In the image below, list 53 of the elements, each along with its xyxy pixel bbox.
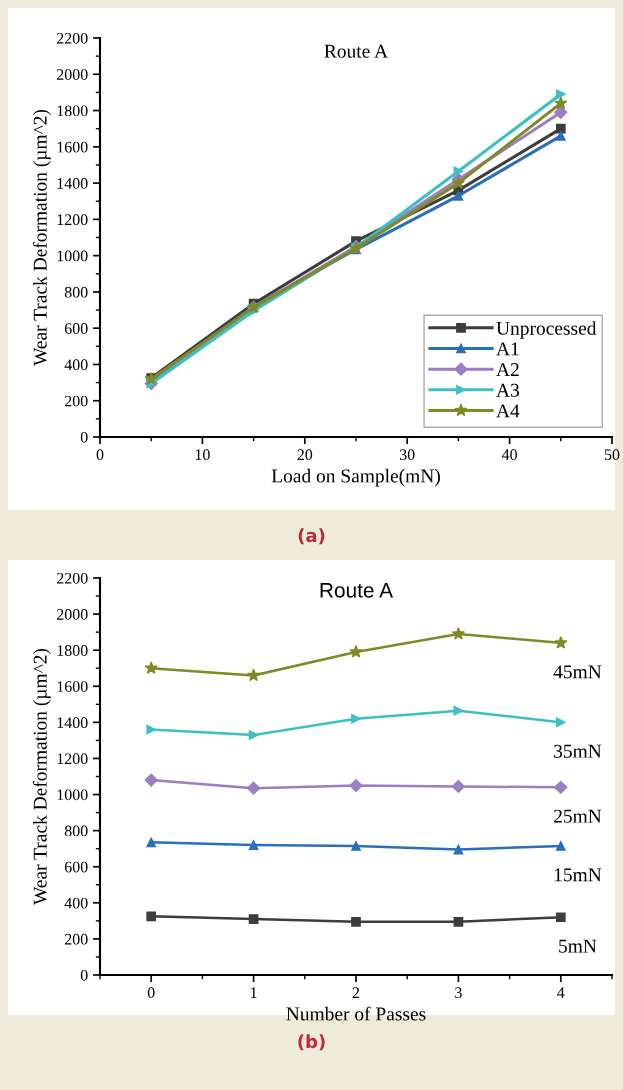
- legend-label: A2: [496, 363, 519, 376]
- x-tick-label: 1: [251, 987, 257, 998]
- x-axis-title: Load on Sample(mN): [271, 468, 440, 487]
- x-tick-label: 3: [455, 987, 462, 999]
- y-tick-label: 0: [80, 969, 88, 981]
- y-axis-title: Wear Track Deformation (µm^2): [32, 109, 51, 366]
- x-axis-title: Number of Passes: [286, 1006, 426, 1021]
- y-tick-label: 200: [64, 933, 88, 945]
- y-tick-label: 2000: [56, 69, 88, 80]
- chart-title: Route A: [320, 583, 394, 598]
- legend-label: A3: [496, 383, 520, 397]
- y-tick-label: 600: [64, 323, 88, 334]
- x-tick-label: 30: [399, 449, 415, 461]
- series-label: 45mN: [553, 665, 602, 679]
- y-axis-title: Wear Track Deformation (µm^2): [32, 648, 51, 905]
- text: (b): [298, 1034, 325, 1051]
- x-tick-label: 20: [297, 449, 313, 461]
- y-tick-label: 800: [64, 825, 88, 837]
- x-tick-label: 4: [557, 987, 565, 998]
- x-tick-label: 10: [195, 449, 210, 461]
- series-label: 5mN: [559, 939, 597, 953]
- legend-label: A1: [496, 342, 519, 356]
- legend-label: Unprocessed: [496, 321, 597, 339]
- x-tick-label: 2: [352, 987, 360, 998]
- y-tick-label: 1600: [57, 681, 88, 692]
- y-tick-label: 1200: [57, 214, 88, 226]
- y-tick-label: 200: [64, 395, 88, 407]
- text: (a): [298, 528, 325, 545]
- y-tick-label: 1200: [57, 753, 88, 765]
- y-tick-label: 1800: [57, 645, 88, 656]
- series-label: 15mN: [554, 868, 602, 882]
- y-tick-label: 1000: [57, 250, 88, 262]
- y-tick-label: 1600: [57, 141, 88, 153]
- y-tick-label: 2200: [56, 32, 88, 44]
- y-tick-label: 400: [64, 897, 88, 909]
- series-label: 35mN: [554, 744, 602, 758]
- chart-title: Route A: [324, 44, 388, 58]
- y-tick-label: 2200: [56, 572, 88, 584]
- legend-label: A4: [496, 404, 520, 418]
- x-tick-label: 40: [501, 449, 517, 461]
- y-tick-label: 600: [64, 861, 88, 873]
- y-tick-label: 400: [64, 359, 88, 371]
- y-tick-label: 0: [80, 431, 88, 443]
- y-tick-label: 1400: [57, 717, 88, 729]
- y-tick-label: 2000: [56, 609, 88, 620]
- y-tick-label: 800: [64, 286, 88, 298]
- y-tick-label: 1000: [57, 789, 88, 801]
- x-tick-label: 0: [96, 449, 104, 461]
- x-tick-label: 0: [147, 987, 155, 999]
- y-tick-label: 1400: [57, 178, 88, 189]
- series-label: 25mN: [554, 809, 602, 823]
- y-tick-label: 1800: [57, 105, 88, 117]
- x-tick-label: 50: [604, 449, 620, 461]
